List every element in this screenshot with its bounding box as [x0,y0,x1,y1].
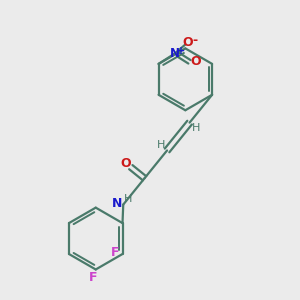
Text: +: + [177,46,185,56]
Text: F: F [88,271,97,284]
Text: O: O [190,55,201,68]
Text: N: N [170,47,180,60]
Text: H: H [124,194,132,204]
Text: H: H [192,123,200,133]
Text: -: - [192,34,197,46]
Text: N: N [111,197,122,211]
Text: H: H [157,140,165,150]
Text: F: F [111,246,119,259]
Text: O: O [121,157,131,169]
Text: O: O [183,36,193,49]
